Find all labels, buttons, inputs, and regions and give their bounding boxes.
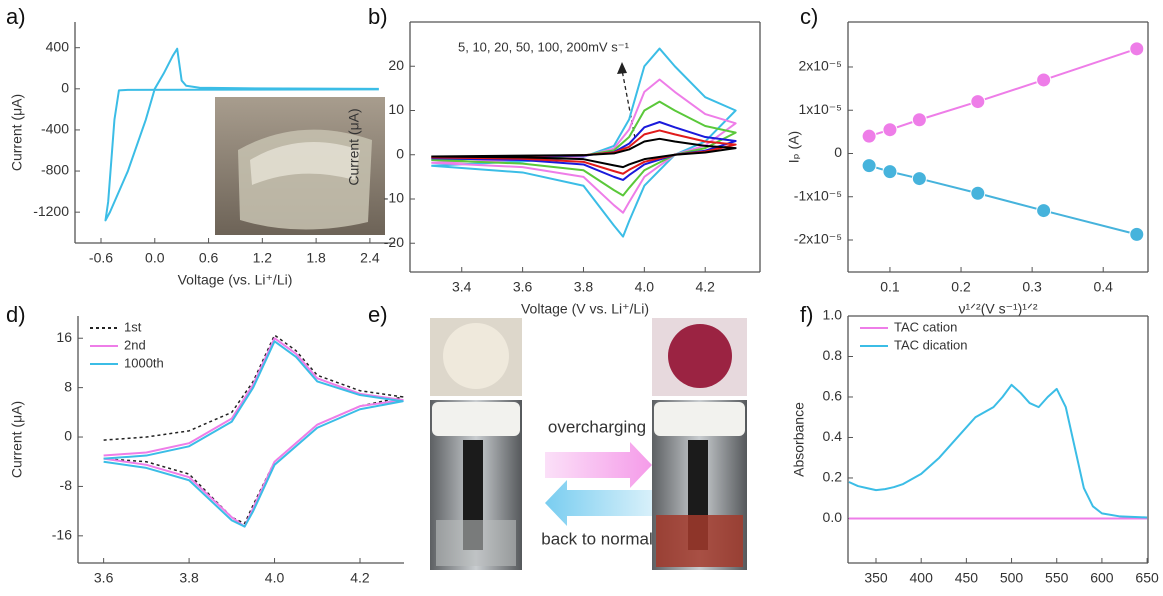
y-tick-label: -16 bbox=[52, 527, 72, 543]
y-axis-title: Iₚ (A) bbox=[786, 131, 802, 163]
powder-photo-right bbox=[652, 318, 747, 396]
point bbox=[912, 113, 926, 127]
x-tick-label: 350 bbox=[864, 570, 888, 586]
y-tick-label: 1x10⁻⁵ bbox=[798, 101, 842, 117]
point bbox=[883, 123, 897, 137]
legend-label: 1st bbox=[124, 319, 142, 334]
x-tick-label: 1.8 bbox=[306, 250, 326, 266]
point bbox=[883, 165, 897, 179]
x-tick-label: 3.8 bbox=[574, 279, 594, 295]
y-tick-label: 0.8 bbox=[823, 347, 843, 363]
x-tick-label: 1.2 bbox=[253, 250, 273, 266]
y-tick-label: 0 bbox=[396, 145, 404, 161]
panel-label: d) bbox=[6, 302, 26, 327]
legend-label: 1000th bbox=[124, 355, 164, 370]
x-tick-label: 3.6 bbox=[513, 279, 533, 295]
annotation: overcharging bbox=[548, 417, 646, 436]
x-tick-label: 650 bbox=[1135, 570, 1159, 586]
arrow-right bbox=[545, 442, 652, 488]
point bbox=[1037, 204, 1051, 218]
y-tick-label: 0 bbox=[61, 80, 69, 96]
series-line bbox=[849, 385, 1147, 518]
x-tick-label: 4.0 bbox=[635, 279, 655, 295]
panel-label: f) bbox=[800, 302, 813, 327]
legend-label: TAC dication bbox=[894, 337, 967, 352]
y-tick-label: -1x10⁻⁵ bbox=[794, 187, 842, 203]
x-tick-label: 0.1 bbox=[880, 279, 900, 295]
x-tick-label: 500 bbox=[1000, 570, 1024, 586]
y-tick-label: 2x10⁻⁵ bbox=[798, 58, 842, 74]
y-tick-label: 0.4 bbox=[823, 428, 843, 444]
y-tick-label: -1200 bbox=[33, 203, 69, 219]
x-tick-label: 0.6 bbox=[199, 250, 219, 266]
point bbox=[971, 186, 985, 200]
legend-label: TAC cation bbox=[894, 319, 957, 334]
y-tick-label: 1.0 bbox=[823, 307, 843, 323]
y-tick-label: -2x10⁻⁵ bbox=[794, 231, 842, 247]
panel-label: b) bbox=[368, 4, 388, 29]
x-tick-label: 0.0 bbox=[145, 250, 165, 266]
point bbox=[1130, 42, 1144, 56]
jar-right bbox=[652, 400, 747, 570]
y-tick-label: 8 bbox=[64, 378, 72, 394]
x-tick-label: 0.2 bbox=[951, 279, 971, 295]
x-tick-label: 3.8 bbox=[179, 570, 199, 586]
y-tick-label: 20 bbox=[388, 57, 404, 73]
figure: overcharging back to normal a) -0.6 0.0 0.6… bbox=[0, 0, 1163, 591]
point bbox=[1130, 227, 1144, 241]
y-tick-label: -8 bbox=[60, 477, 73, 493]
y-axis-title: Current (μA) bbox=[9, 94, 25, 171]
x-tick-label: 2.4 bbox=[360, 250, 380, 266]
panel-label: e) bbox=[368, 302, 388, 327]
point bbox=[1037, 73, 1051, 87]
y-tick-label: -400 bbox=[41, 121, 69, 137]
y-tick-label: 0.6 bbox=[823, 388, 843, 404]
x-tick-label: 400 bbox=[910, 570, 934, 586]
x-tick-label: 550 bbox=[1045, 570, 1069, 586]
y-tick-label: -10 bbox=[384, 190, 404, 206]
y-tick-label: -20 bbox=[384, 234, 404, 250]
annotation: back to normal bbox=[541, 529, 653, 548]
y-tick-label: 0.2 bbox=[823, 469, 843, 485]
x-tick-label: 4.2 bbox=[350, 570, 370, 586]
y-axis-title: Absorbance bbox=[791, 402, 807, 477]
y-tick-label: 16 bbox=[56, 329, 72, 345]
x-axis-title: Voltage (vs. Li⁺/Li) bbox=[178, 272, 293, 288]
rate-arrow-head bbox=[617, 62, 627, 74]
y-tick-label: 400 bbox=[46, 38, 70, 54]
series-line bbox=[869, 49, 1137, 136]
x-tick-label: -0.6 bbox=[89, 250, 113, 266]
annotation: 5, 10, 20, 50, 100, 200mV s⁻¹ bbox=[458, 39, 630, 54]
x-tick-label: 3.6 bbox=[94, 570, 114, 586]
x-tick-label: 3.4 bbox=[452, 279, 472, 295]
point bbox=[971, 95, 985, 109]
series-line bbox=[431, 49, 735, 237]
y-tick-label: -800 bbox=[41, 162, 69, 178]
legend-label: 2nd bbox=[124, 337, 146, 352]
y-tick-label: 0 bbox=[834, 144, 842, 160]
y-tick-label: 10 bbox=[388, 101, 404, 117]
y-axis-title: Current (μA) bbox=[346, 108, 362, 185]
x-axis-title: Voltage (V vs. Li⁺/Li) bbox=[521, 301, 649, 317]
point bbox=[912, 172, 926, 186]
x-tick-label: 450 bbox=[955, 570, 979, 586]
x-tick-label: 600 bbox=[1090, 570, 1114, 586]
point bbox=[862, 129, 876, 143]
y-tick-label: 0 bbox=[64, 428, 72, 444]
x-tick-label: 4.0 bbox=[265, 570, 285, 586]
arrow-left bbox=[545, 480, 652, 526]
y-tick-label: 0.0 bbox=[823, 509, 843, 525]
y-axis-title: Current (μA) bbox=[9, 401, 25, 478]
x-tick-label: 4.2 bbox=[695, 279, 715, 295]
x-axis-title: ν¹ᐟ²(V s⁻¹)¹ᐟ² bbox=[958, 301, 1037, 317]
panel-label: c) bbox=[800, 4, 818, 29]
powder-photo-left bbox=[430, 318, 522, 396]
panel-label: a) bbox=[6, 4, 26, 29]
x-tick-label: 0.3 bbox=[1022, 279, 1042, 295]
series-line bbox=[869, 166, 1137, 235]
point bbox=[862, 159, 876, 173]
series-line bbox=[431, 80, 735, 213]
x-tick-label: 0.4 bbox=[1093, 279, 1113, 295]
jar-left bbox=[430, 400, 522, 570]
